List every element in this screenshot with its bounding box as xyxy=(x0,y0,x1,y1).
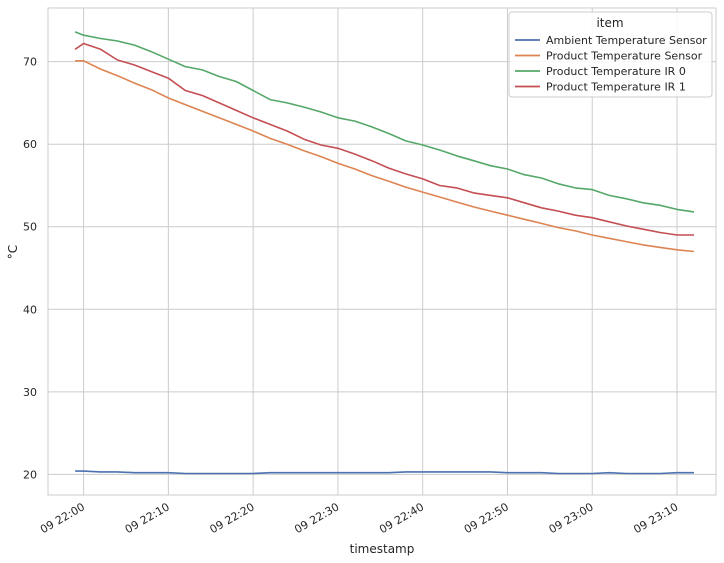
x-tick-label: 09 22:20 xyxy=(208,500,257,536)
x-tick-label: 09 22:50 xyxy=(462,500,511,536)
x-tick-label: 09 23:10 xyxy=(631,500,680,536)
x-tick-label: 09 22:30 xyxy=(292,500,341,536)
x-tick-label: 09 23:00 xyxy=(547,500,596,536)
series-line-product-temperature-ir-1 xyxy=(74,42,694,236)
series-line-product-temperature-ir-0 xyxy=(74,31,695,213)
x-tick-label: 09 22:40 xyxy=(377,500,426,536)
legend-label: Ambient Temperature Sensor xyxy=(546,34,707,47)
y-tick-label: 50 xyxy=(23,221,37,234)
series-line-ambient-temperature-sensor xyxy=(75,470,694,475)
legend-label: Product Temperature IR 1 xyxy=(546,81,686,94)
y-tick-label: 70 xyxy=(23,56,37,69)
x-axis-title: timestamp xyxy=(350,542,415,556)
series-line-product-temperature-sensor xyxy=(75,59,695,253)
y-tick-label: 60 xyxy=(23,138,37,151)
legend: item Ambient Temperature Sensor Product T… xyxy=(508,11,713,98)
x-tick-label: 09 22:00 xyxy=(38,500,87,536)
y-tick-label: 40 xyxy=(23,303,37,316)
y-axis-title: °C xyxy=(6,245,20,259)
legend-label: Product Temperature IR 0 xyxy=(546,65,686,78)
legend-title: item xyxy=(596,16,623,30)
y-tick-label: 30 xyxy=(23,386,37,399)
x-tick-label: 09 22:10 xyxy=(123,500,172,536)
legend-box xyxy=(508,11,713,98)
y-tick-label: 20 xyxy=(23,468,37,481)
y-tick-labels: 20 30 40 50 60 70 xyxy=(23,56,37,482)
legend-label: Product Temperature Sensor xyxy=(546,50,703,63)
legend-items: Ambient Temperature Sensor Product Temper… xyxy=(515,34,707,94)
series-lines xyxy=(74,31,695,475)
x-tick-labels: 09 22:00 09 22:10 09 22:20 09 22:30 09 22:40… xyxy=(38,500,681,536)
